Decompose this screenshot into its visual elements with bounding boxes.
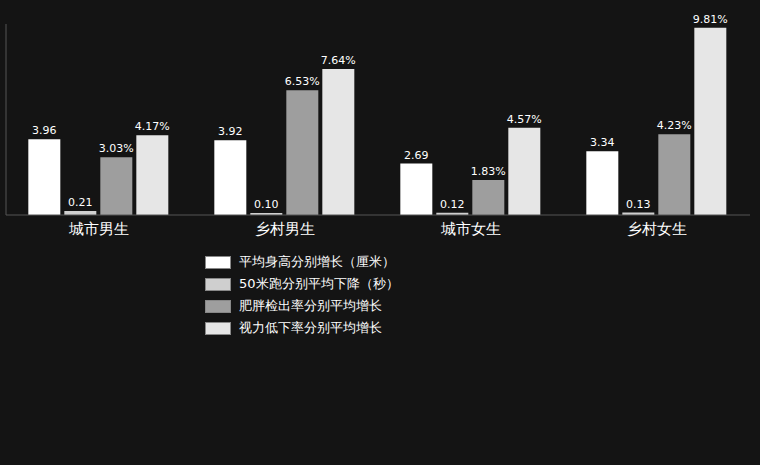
svg-text:城市男生: 城市男生 — [68, 220, 129, 238]
svg-text:4.17%: 4.17% — [135, 120, 170, 133]
svg-text:乡村女生: 乡村女生 — [627, 220, 687, 238]
svg-text:0.10: 0.10 — [254, 198, 279, 211]
svg-text:0.12: 0.12 — [440, 198, 465, 211]
svg-text:城市女生: 城市女生 — [440, 220, 501, 238]
svg-text:9.81%: 9.81% — [693, 13, 728, 26]
svg-text:1.83%: 1.83% — [471, 165, 506, 178]
svg-text:7.64%: 7.64% — [321, 54, 356, 67]
svg-text:4.23%: 4.23% — [657, 119, 692, 132]
html-text:视力低下率分别平均增长: 视力低下率分别平均增长 — [239, 320, 382, 335]
svg-text:乡村男生: 乡村男生 — [255, 220, 315, 238]
svg-text:3.96: 3.96 — [32, 124, 57, 137]
svg-text:0.21: 0.21 — [68, 196, 93, 209]
html-text:50米跑分别平均下降（秒）: 50米跑分别平均下降（秒） — [239, 276, 399, 291]
html-text:肥胖检出率分别平均增长: 肥胖检出率分别平均增长 — [239, 298, 382, 313]
svg-text:0.13: 0.13 — [626, 198, 651, 211]
svg-text:3.03%: 3.03% — [99, 142, 134, 155]
svg-text:2.69: 2.69 — [404, 149, 429, 162]
svg-text:4.57%: 4.57% — [507, 113, 542, 126]
svg-text:6.53%: 6.53% — [285, 75, 320, 88]
svg-text:3.92: 3.92 — [218, 125, 243, 138]
html-text:平均身高分别增长（厘米）: 平均身高分别增长（厘米） — [239, 254, 395, 269]
svg-text:3.34: 3.34 — [590, 136, 615, 149]
